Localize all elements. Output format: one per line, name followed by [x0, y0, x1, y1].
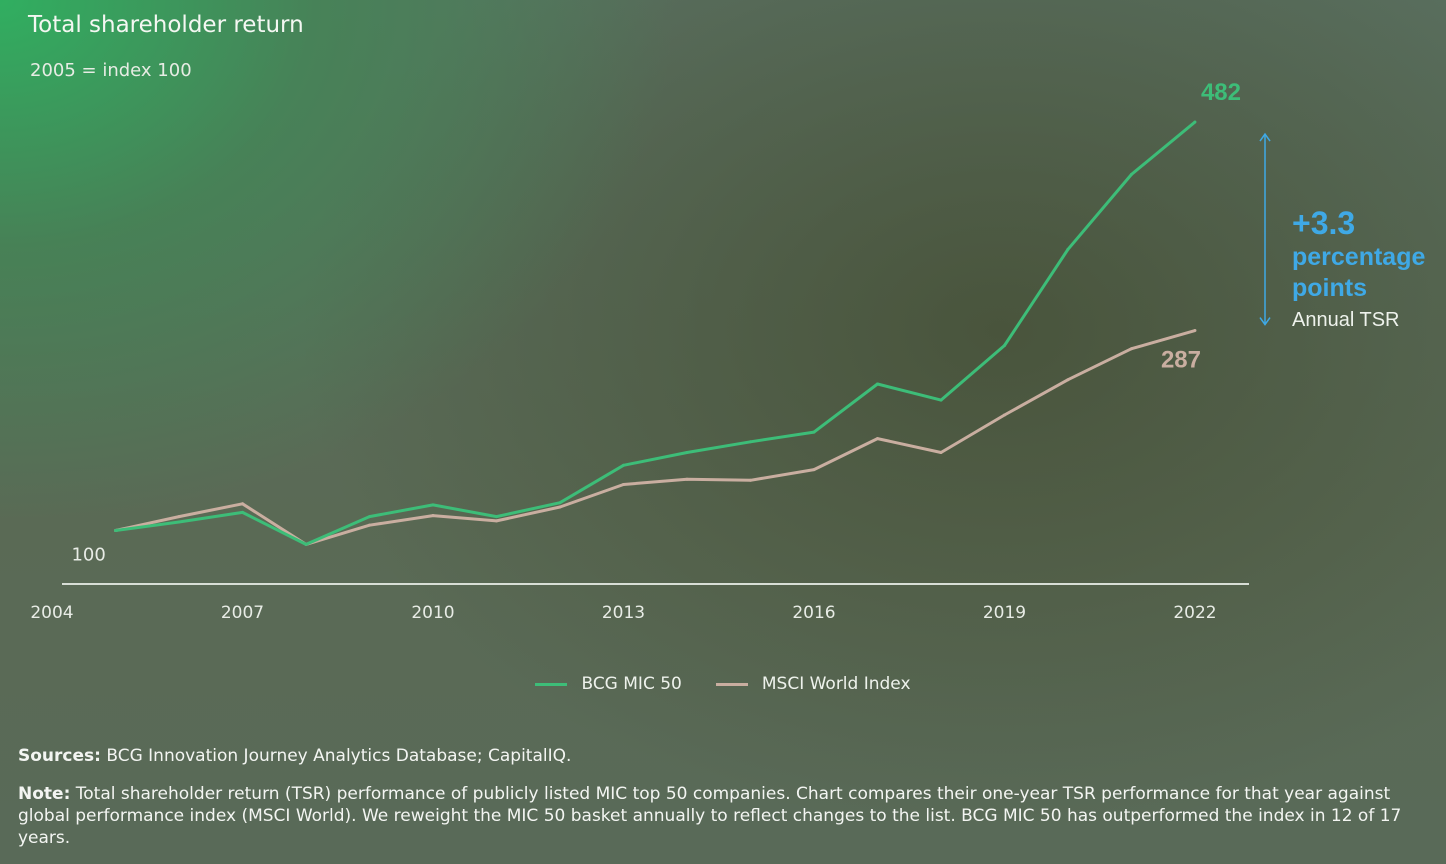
data-point-mic-2019: [1002, 344, 1006, 348]
legend-item-msci: MSCI World Index: [715, 674, 911, 694]
series-line-msci: [115, 329, 1196, 546]
data-point-msci-2018: [939, 450, 943, 454]
data-point-msci-2011: [494, 519, 498, 523]
data-point-mic-2007: [240, 510, 244, 514]
difference-arrow-head-bottom: [1259, 317, 1271, 326]
x-tick-label-2010: 2010: [411, 603, 454, 623]
sources-label: Sources:: [18, 746, 101, 766]
data-point-msci-2019: [1002, 413, 1006, 417]
footnote: Note: Total shareholder return (TSR) per…: [18, 783, 1418, 849]
data-point-msci-2017: [875, 437, 879, 441]
chart-legend: BCG MIC 50 MSCI World Index: [0, 674, 1446, 694]
difference-arrow-head-top: [1259, 132, 1271, 142]
series-line-mic: [115, 120, 1196, 546]
data-point-mic-2017: [875, 382, 879, 386]
note-label: Note:: [18, 784, 71, 804]
data-point-mic-2008: [304, 542, 308, 546]
data-point-msci-2013: [621, 483, 625, 487]
data-point-mic-2021: [1129, 172, 1133, 176]
legend-swatch-mic: [535, 682, 568, 686]
data-point-mic-2018: [939, 398, 943, 402]
data-point-mic-2013: [621, 463, 625, 467]
sources-note: Sources: BCG Innovation Journey Analytic…: [18, 745, 1418, 767]
data-point-mic-2016: [812, 430, 816, 434]
sources-text: BCG Innovation Journey Analytics Databas…: [100, 746, 572, 766]
data-point-msci-2006: [177, 515, 181, 519]
x-tick-label-2019: 2019: [983, 603, 1026, 623]
data-point-msci-2012: [558, 505, 562, 509]
x-tick-label-2004: 2004: [30, 603, 73, 623]
data-point-msci-2015: [748, 478, 752, 482]
data-point-msci-2010: [431, 514, 435, 518]
data-point-mic-2012: [558, 501, 562, 505]
note-text: Total shareholder return (TSR) performan…: [18, 784, 1402, 848]
tsr-callout: +3.3 percentage points Annual TSR: [1292, 204, 1425, 334]
data-point-msci-2020: [1066, 378, 1070, 382]
x-tick-label-2007: 2007: [221, 603, 264, 623]
end-value-label-mic: 482: [1201, 79, 1241, 106]
data-point-mic-2014: [685, 450, 689, 454]
callout-value: +3.3: [1292, 205, 1356, 241]
data-point-mic-2010: [431, 503, 435, 507]
callout-caption: Annual TSR: [1292, 309, 1400, 331]
data-point-msci-2016: [812, 468, 816, 472]
data-point-mic-2011: [494, 515, 498, 519]
x-tick-label-2013: 2013: [602, 603, 645, 623]
data-point-msci-2009: [367, 523, 371, 527]
data-point-mic-2020: [1066, 247, 1070, 251]
start-value-label: 100: [71, 545, 105, 566]
data-point-msci-2022: [1193, 329, 1197, 333]
data-point-mic-2006: [177, 520, 181, 524]
data-point-mic-2005: [113, 529, 117, 533]
data-point-mic-2022: [1193, 120, 1197, 124]
legend-label-msci: MSCI World Index: [761, 674, 911, 694]
end-value-label-msci: 287: [1161, 347, 1201, 374]
callout-line1: percentage: [1292, 243, 1426, 271]
x-tick-label-2016: 2016: [792, 603, 835, 623]
callout-line2: points: [1292, 274, 1367, 302]
chart-title: Total shareholder return: [28, 12, 304, 38]
data-point-msci-2021: [1129, 347, 1133, 351]
legend-swatch-msci: [715, 682, 748, 686]
chart-subtitle: 2005 = index 100: [30, 60, 192, 81]
data-point-mic-2009: [367, 515, 371, 519]
legend-item-mic: BCG MIC 50: [535, 674, 682, 694]
legend-label-mic: BCG MIC 50: [581, 674, 682, 694]
data-point-msci-2007: [240, 502, 244, 506]
x-tick-label-2022: 2022: [1173, 603, 1216, 623]
data-point-msci-2014: [685, 477, 689, 481]
data-point-mic-2015: [748, 440, 752, 444]
